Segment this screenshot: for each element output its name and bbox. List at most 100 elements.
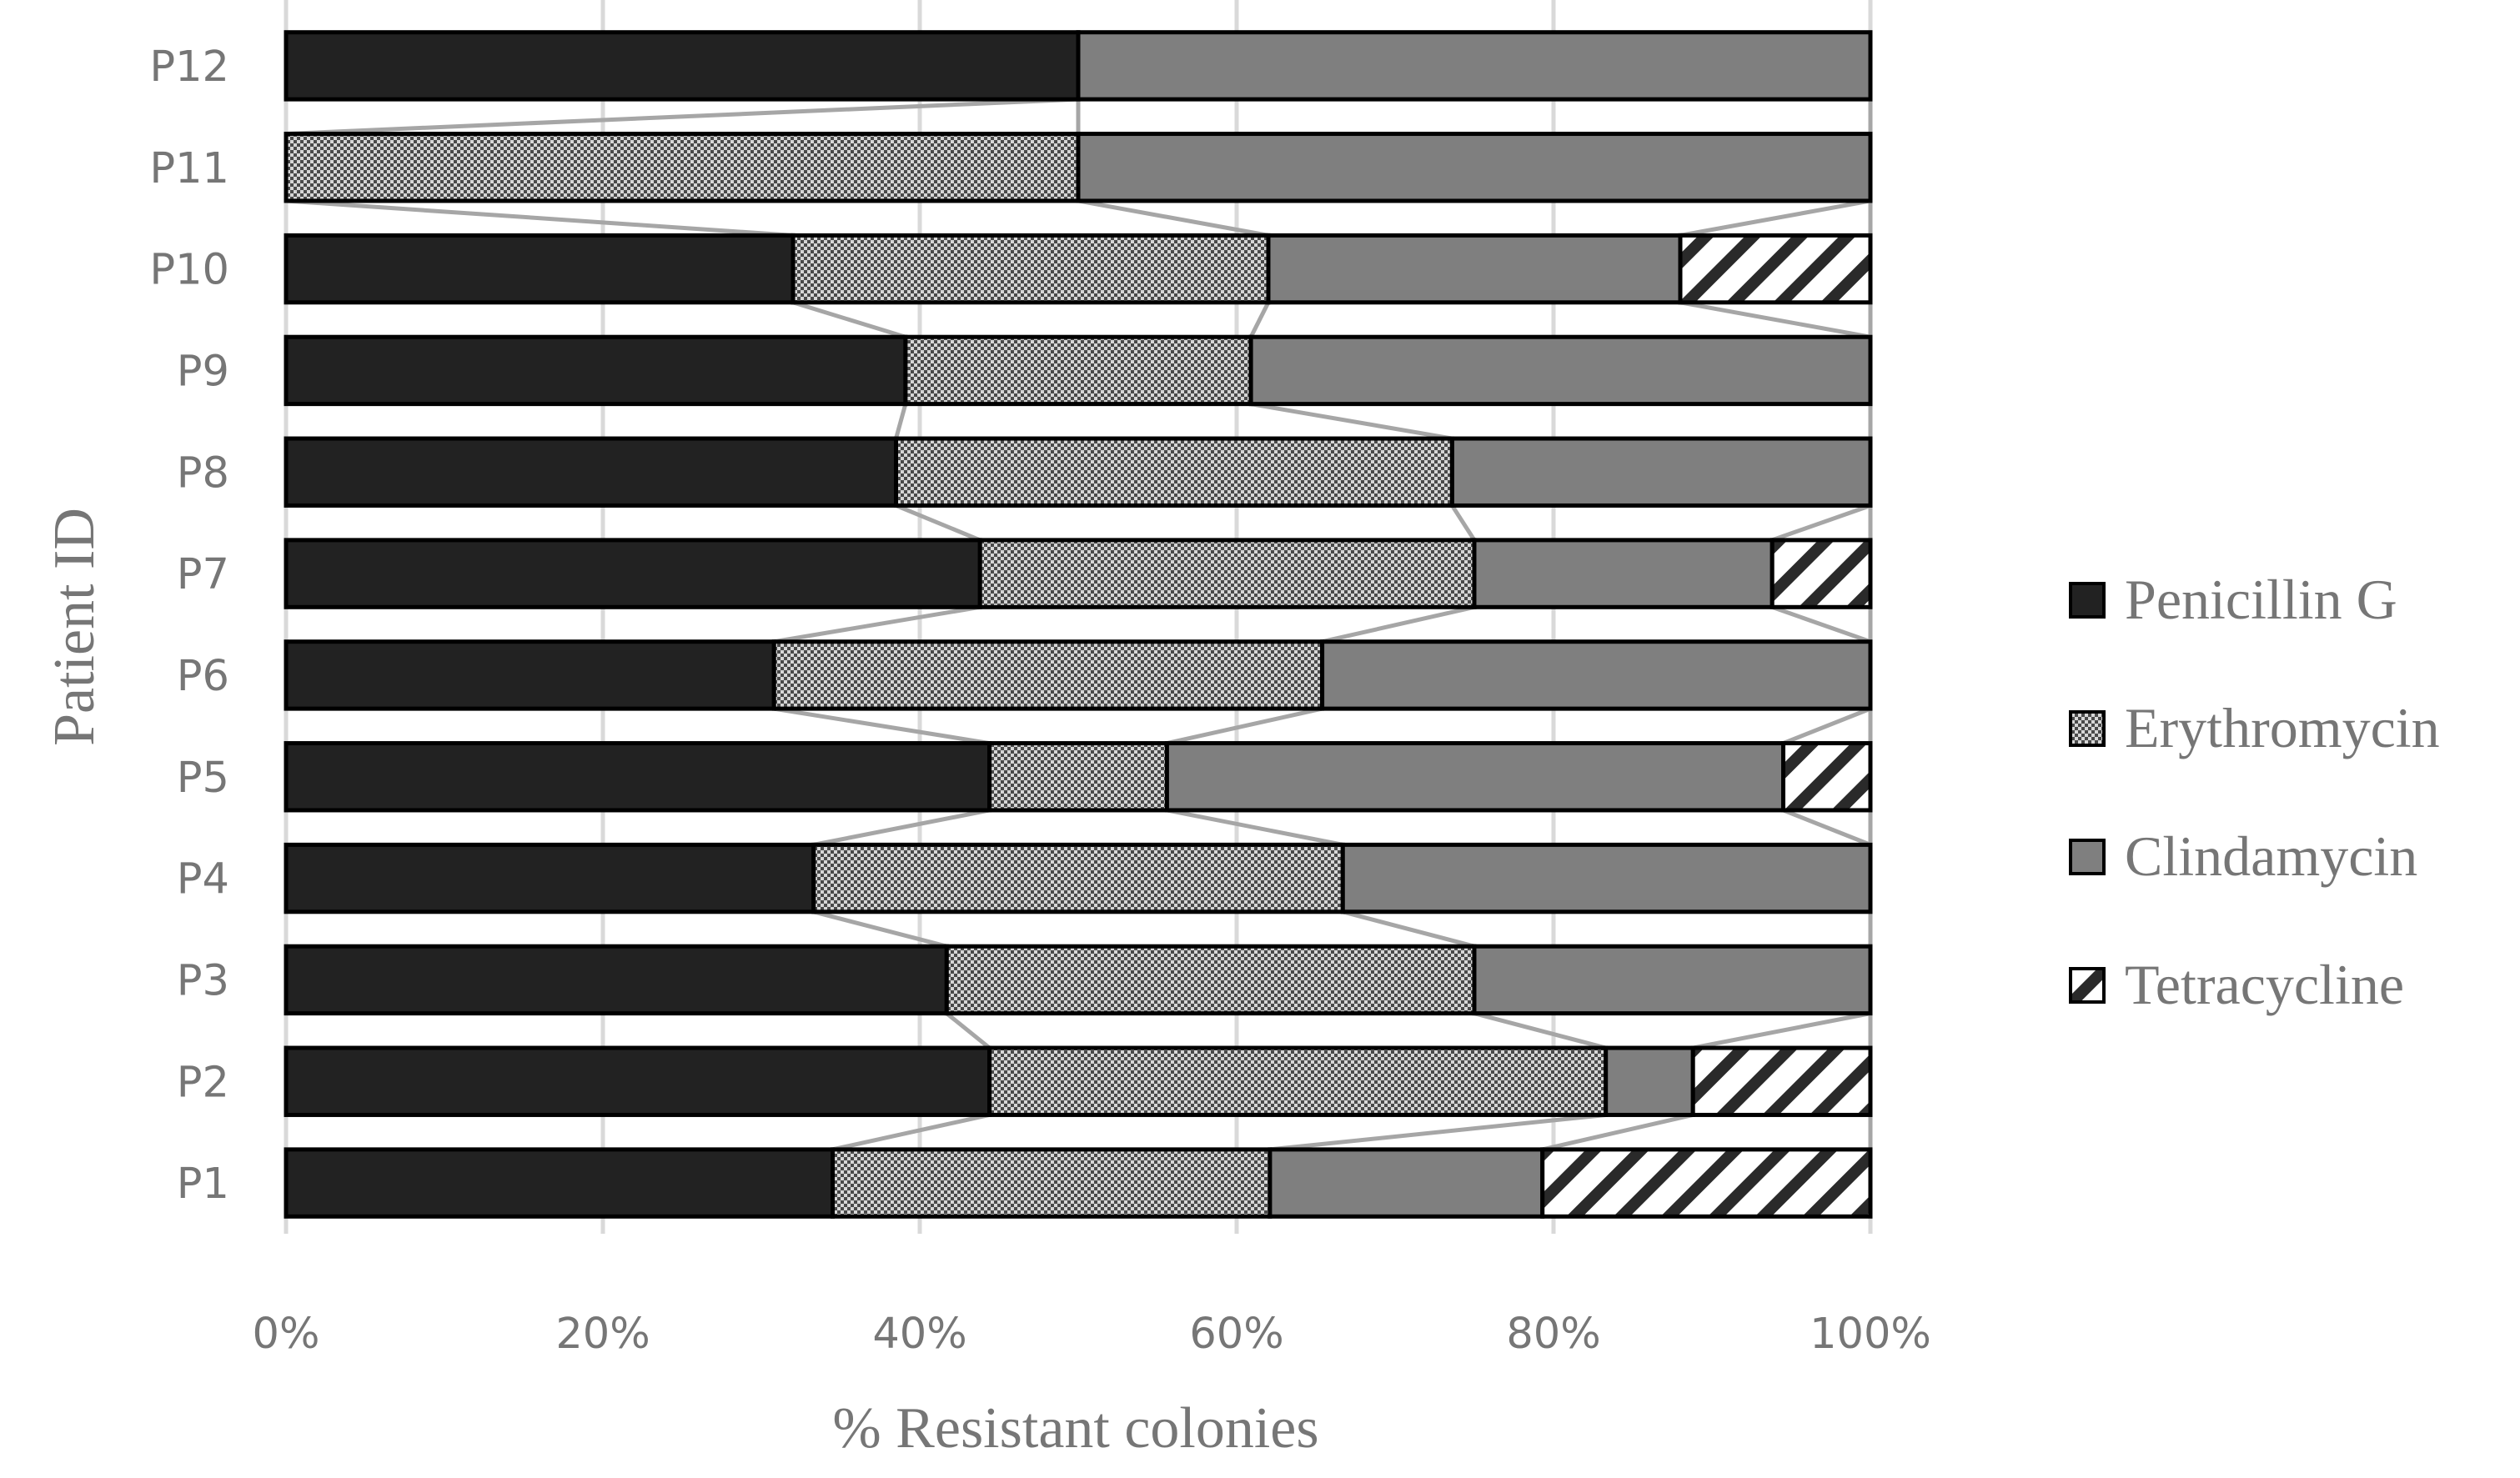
bar-p6-penicillin-g	[284, 639, 776, 711]
series-connector-line	[1782, 706, 1871, 745]
bar-p2-penicillin-g	[284, 1045, 992, 1117]
x-axis-ticks: 0% 20% 40% 60% 80% 100%	[253, 1310, 1931, 1359]
series-connector-line	[1450, 504, 1477, 542]
series-connector-line	[1250, 402, 1453, 441]
bar-p5-clindamycin	[1164, 741, 1785, 813]
x-tick-label: 40%	[872, 1310, 966, 1359]
series-connector-line	[1679, 198, 1871, 238]
series-connector-line	[792, 300, 906, 339]
series-connector-line	[1248, 301, 1271, 338]
series-connector-line	[1473, 1011, 1607, 1050]
series-connector-line	[1679, 300, 1871, 339]
series-connector-line	[945, 1011, 991, 1050]
bar-p3-penicillin-g	[284, 944, 949, 1016]
x-tick-label: 60%	[1189, 1310, 1283, 1359]
y-tick-label: P5	[177, 754, 229, 803]
legend-label: Clindamycin	[2125, 824, 2417, 888]
bar-p7-clindamycin	[1472, 538, 1775, 609]
x-tick-label: 80%	[1506, 1310, 1600, 1359]
series-connector-line	[1166, 706, 1323, 745]
bar-p10-tetracycline	[1678, 233, 1873, 305]
y-tick-label: P4	[177, 855, 229, 904]
bar-p8-clindamycin	[1449, 436, 1873, 508]
series-lines	[285, 97, 1873, 1152]
bar-p10-erythromycin	[791, 233, 1271, 305]
bar-p6-erythromycin	[771, 639, 1325, 711]
y-tick-label: P3	[177, 956, 229, 1005]
legend-swatch-tetracycline	[2069, 967, 2106, 1004]
series-connector-line	[1542, 1113, 1694, 1152]
y-axis-ticks: P1 P2 P3 P4 P5 P6 P7 P8 P9 P10 P11 P12	[149, 43, 229, 1209]
y-tick-label: P7	[177, 550, 229, 599]
bar-p11-erythromycin	[284, 132, 1081, 203]
bar-p1-penicillin-g	[284, 1147, 835, 1219]
legend-swatch-erythromycin	[2069, 710, 2106, 747]
bar-p2-tetracycline	[1690, 1045, 1873, 1117]
bar-p6-clindamycin	[1320, 639, 1873, 711]
series-connector-line	[1692, 1011, 1871, 1050]
bar-p5-penicillin-g	[284, 741, 992, 813]
series-connector-line	[1771, 504, 1871, 543]
legend-swatch-clindamycin	[2069, 839, 2106, 875]
y-tick-label: P12	[149, 43, 229, 92]
bar-p12-penicillin-g	[284, 30, 1081, 102]
x-axis-title: % Resistant colonies	[832, 1396, 1318, 1460]
bar-p9-penicillin-g	[284, 334, 908, 407]
series-connector-line	[285, 198, 794, 238]
bar-p8-penicillin-g	[284, 436, 898, 508]
series-connector-line	[773, 604, 981, 644]
bar-p9-erythromycin	[903, 334, 1253, 407]
legend: Penicillin G Erythromycin Clindamycin Tetra…	[2069, 568, 2440, 1016]
legend-label: Penicillin G	[2125, 568, 2397, 631]
series-connector-line	[894, 403, 908, 439]
bar-p7-tetracycline	[1770, 538, 1873, 609]
legend-label: Erythromycin	[2125, 696, 2440, 759]
bars	[284, 30, 1873, 1219]
y-tick-label: P2	[177, 1058, 229, 1107]
series-connector-line	[1782, 808, 1871, 847]
bar-p10-penicillin-g	[284, 233, 796, 305]
bar-p2-erythromycin	[987, 1045, 1609, 1117]
bar-p5-tetracycline	[1781, 741, 1873, 813]
bar-p10-clindamycin	[1266, 233, 1683, 305]
y-tick-label: P10	[149, 246, 229, 295]
y-tick-label: P6	[177, 652, 229, 701]
y-axis-title: Patient ID	[43, 508, 107, 746]
bar-p4-erythromycin	[811, 842, 1345, 914]
x-tick-label: 0%	[253, 1310, 320, 1359]
bar-p3-clindamycin	[1472, 944, 1873, 1016]
bar-p1-tetracycline	[1540, 1147, 1873, 1219]
bar-p3-erythromycin	[944, 944, 1477, 1016]
x-tick-label: 20%	[555, 1310, 650, 1359]
bar-p9-clindamycin	[1248, 334, 1873, 407]
series-connector-line	[1771, 604, 1871, 644]
series-connector-line	[831, 1113, 991, 1152]
series-connector-line	[895, 504, 981, 543]
y-tick-label: P8	[177, 448, 229, 498]
y-tick-label: P1	[177, 1160, 229, 1209]
y-tick-label: P11	[149, 144, 229, 193]
bar-p4-clindamycin	[1340, 842, 1873, 914]
bar-p5-erythromycin	[987, 741, 1169, 813]
series-connector-line	[813, 808, 991, 847]
bar-p4-penicillin-g	[284, 842, 816, 914]
series-connector-line	[1269, 1112, 1606, 1152]
series-connector-line	[813, 909, 947, 949]
series-connector-line	[1077, 198, 1269, 238]
bar-p12-clindamycin	[1076, 30, 1873, 102]
bar-p1-clindamycin	[1268, 1147, 1545, 1219]
bar-p1-erythromycin	[831, 1147, 1273, 1219]
legend-label: Tetracycline	[2125, 953, 2404, 1016]
series-connector-line	[773, 706, 990, 746]
legend-swatch-penicillin-g	[2069, 582, 2106, 619]
bar-p7-erythromycin	[977, 538, 1477, 609]
y-tick-label: P9	[177, 347, 229, 396]
bar-p8-erythromycin	[894, 436, 1454, 508]
series-connector-line	[1322, 604, 1475, 644]
x-tick-label: 100%	[1810, 1310, 1931, 1359]
bar-p2-clindamycin	[1604, 1045, 1695, 1117]
series-connector-line	[285, 97, 1079, 137]
series-connector-line	[1166, 808, 1343, 847]
bar-p7-penicillin-g	[284, 538, 982, 609]
